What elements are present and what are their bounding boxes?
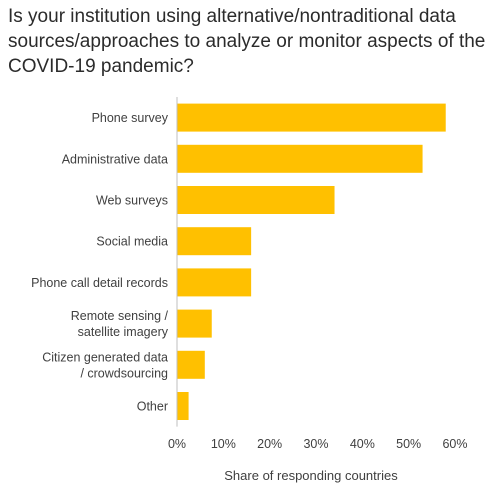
x-tick-label: 60% bbox=[442, 437, 467, 451]
x-tick-label: 50% bbox=[396, 437, 421, 451]
bar bbox=[177, 392, 189, 420]
category-label: Other bbox=[137, 400, 168, 414]
bar bbox=[177, 186, 335, 214]
bar bbox=[177, 145, 423, 173]
category-label: Remote sensing / satellite imagery bbox=[71, 309, 169, 339]
category-label: Citizen generated data / crowdsourcing bbox=[42, 350, 168, 380]
category-label: Phone survey bbox=[92, 111, 169, 125]
bar bbox=[177, 104, 446, 132]
bar bbox=[177, 268, 251, 296]
category-label: Social media bbox=[96, 235, 168, 249]
category-label: Phone call detail records bbox=[31, 276, 168, 290]
bar bbox=[177, 351, 205, 379]
category-label: Administrative data bbox=[62, 152, 168, 166]
x-tick-label: 40% bbox=[350, 437, 375, 451]
x-tick-label: 0% bbox=[168, 437, 186, 451]
bar bbox=[177, 227, 251, 255]
category-label: Web surveys bbox=[96, 194, 168, 208]
x-tick-label: 30% bbox=[303, 437, 328, 451]
x-tick-label: 10% bbox=[211, 437, 236, 451]
x-tick-label: 20% bbox=[257, 437, 282, 451]
x-axis-label: Share of responding countries bbox=[224, 468, 398, 483]
bar bbox=[177, 310, 212, 338]
